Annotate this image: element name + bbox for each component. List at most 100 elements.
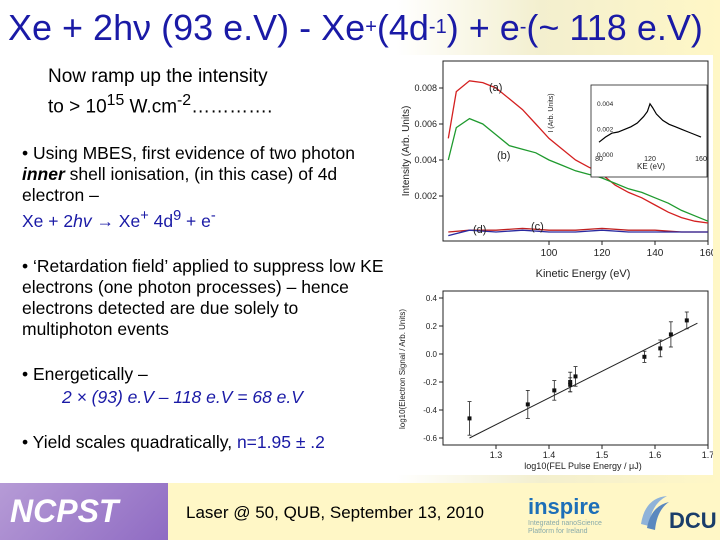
spectrum-series-line-0 bbox=[447, 80, 709, 224]
scatter-point bbox=[568, 382, 573, 387]
scatter-point bbox=[658, 346, 663, 351]
inset-ylabel: I (Arb. Units) bbox=[548, 93, 555, 132]
dcu-logo-text: DCU bbox=[669, 508, 717, 533]
bullet1-text: • Using MBES, first evidence of two phot… bbox=[22, 143, 355, 164]
spectrum-ytick-label: 0.004 bbox=[414, 155, 437, 165]
eq-part-a: Xe + 2 bbox=[22, 211, 74, 232]
scatter-ytick-label: 0.2 bbox=[426, 322, 438, 331]
slide-body: Now ramp up the intensity to > 1015 W.cm… bbox=[22, 65, 392, 453]
inset-xtick-label: 80 bbox=[595, 156, 603, 163]
inset-ytick-label: 0.002 bbox=[597, 126, 614, 133]
ncpst-logo: NCPST bbox=[0, 483, 168, 540]
title-main: Xe + 2hν (93 e.V) - Xe bbox=[8, 6, 366, 48]
inspire-logo: inspire Integrated nanoScience Platform … bbox=[528, 494, 618, 535]
bullet-mbes: • Using MBES, first evidence of two phot… bbox=[22, 143, 392, 232]
scatter-ylabel: log10(Electron Signal / Arb. Units) bbox=[398, 309, 407, 429]
scatter-xtick-label: 1.7 bbox=[702, 450, 713, 460]
scatter-xtick-label: 1.5 bbox=[596, 450, 609, 460]
scatter-ytick-label: -0.4 bbox=[423, 406, 437, 415]
annotation-d: (d) bbox=[473, 224, 486, 236]
spectrum-xtick-label: 120 bbox=[594, 248, 611, 259]
dcu-logo-mark-icon bbox=[641, 496, 669, 530]
intro-text: Now ramp up the intensity to > 1015 W.cm… bbox=[22, 65, 392, 119]
eq-part-c: 4d bbox=[148, 211, 174, 232]
eq-sup2: 9 bbox=[173, 208, 182, 225]
spectrum-ytick-label: 0.008 bbox=[414, 83, 437, 93]
scatter-point bbox=[552, 388, 557, 393]
inset-ytick-label: 0.000 bbox=[597, 152, 614, 159]
annotation-b: (b) bbox=[497, 150, 510, 162]
intro-line2-a: to > 10 bbox=[48, 96, 107, 118]
inset-series-line-0 bbox=[598, 102, 702, 143]
scatter-point bbox=[684, 318, 689, 323]
bullet4-text: • Yield scales quadratically, bbox=[22, 432, 237, 453]
scatter-ytick-label: -0.6 bbox=[423, 434, 437, 443]
annotation-c: (c) bbox=[531, 221, 544, 233]
spectrum-series-line-2 bbox=[448, 227, 708, 233]
spectrum-ytick-label: 0.002 bbox=[414, 191, 437, 201]
scatter-ytick-label: -0.2 bbox=[423, 378, 437, 387]
inset-frame bbox=[590, 84, 708, 178]
scatter-ytick-label: 0.4 bbox=[426, 294, 438, 303]
dcu-logo: DCU bbox=[635, 490, 717, 536]
inset-xtick-label: 120 bbox=[644, 156, 656, 163]
spectrum-xtick-label: 160 bbox=[700, 248, 713, 259]
scatter-point bbox=[525, 402, 530, 407]
plot-panel: 100 120 140 160 0.002 0.004 0.006 0.008 (a) (b)… bbox=[393, 55, 717, 475]
scatter-point bbox=[668, 332, 673, 337]
title-rest: ) + e bbox=[446, 6, 520, 48]
bullet4-value: n=1.95 ± .2 bbox=[236, 432, 325, 453]
intro-line2-c: …………. bbox=[191, 96, 273, 118]
bullet3-equation: 2 × (93) e.V – 118 e.V = 68 e.V bbox=[62, 387, 303, 408]
bullet1-emphasis: inner bbox=[22, 164, 65, 185]
bullet1-rest: shell ionisation, (in this case) of 4d e… bbox=[22, 164, 338, 206]
intro-line-2: to > 1015 W.cm-2…………. bbox=[48, 89, 392, 119]
scatter-ytick-label: 0.0 bbox=[426, 350, 438, 359]
bullet3-label: • Energetically – bbox=[22, 364, 148, 385]
inset-xlabel: KE (eV) bbox=[637, 162, 665, 171]
title-sup3: - bbox=[519, 16, 527, 38]
spectrum-ylabel: Intensity (Arb. Units) bbox=[401, 106, 412, 197]
bullet-yield: • Yield scales quadratically, n=1.95 ± .… bbox=[22, 432, 392, 453]
scatter-point bbox=[573, 374, 578, 379]
scatter-point bbox=[642, 354, 647, 359]
inset-xtick-label: 160 bbox=[695, 156, 707, 163]
intro-line2-sup2: -2 bbox=[177, 92, 192, 109]
footer-caption: Laser @ 50, QUB, September 13, 2010 bbox=[186, 503, 484, 522]
scatter-xtick-label: 1.4 bbox=[543, 450, 556, 460]
spectrum-plot: 100 120 140 160 0.002 0.004 0.006 0.008 (a) (b)… bbox=[401, 60, 717, 280]
spectrum-xlabel: Kinetic Energy (eV) bbox=[536, 268, 631, 280]
inspire-logo-text: inspire bbox=[528, 494, 601, 519]
spectrum-series-line-1 bbox=[447, 117, 709, 222]
spectrum-xtick-label: 140 bbox=[647, 248, 664, 259]
intro-line2-sup: 15 bbox=[106, 92, 125, 109]
ncpst-logo-text: NCPST bbox=[10, 493, 119, 529]
eq-hv: hv bbox=[73, 211, 92, 232]
scatter-xtick-label: 1.3 bbox=[490, 450, 503, 460]
eq-part-b: → Xe bbox=[91, 211, 141, 232]
bullet-retardation: • ‘Retardation field’ applied to suppres… bbox=[22, 256, 384, 340]
title-sup2: -1 bbox=[428, 16, 447, 38]
scatter-xlabel: log10(FEL Pulse Energy / μJ) bbox=[524, 461, 641, 471]
title-end: (~ 118 e.V) bbox=[526, 6, 703, 48]
slide-title: Xe + 2hν (93 e.V) - Xe + (4d -1) + e- (~ 11… bbox=[0, 0, 720, 55]
figure-chart-svg: 100 120 140 160 0.002 0.004 0.006 0.008 (a) (b)… bbox=[398, 60, 717, 471]
intro-line-1: Now ramp up the intensity bbox=[48, 66, 268, 87]
bullet-energetically: • Energetically – 2 × (93) e.V – 118 e.V… bbox=[22, 364, 392, 408]
inset-ytick-label: 0.004 bbox=[597, 101, 614, 108]
eq-part-d: + e bbox=[181, 211, 211, 232]
spectrum-series-line-3 bbox=[448, 229, 708, 237]
spectrum-ytick-label: 0.006 bbox=[414, 119, 437, 129]
scatter-fit-line bbox=[469, 322, 698, 439]
annotation-a: (a) bbox=[489, 82, 502, 94]
title-mid: (4d bbox=[376, 6, 429, 48]
eq-sup3: - bbox=[210, 208, 216, 225]
intro-line2-b: W.cm bbox=[124, 96, 178, 118]
bullet1-equation: Xe + 2hv → Xe+ 4d9 + e- bbox=[22, 206, 392, 232]
spectrum-xtick-label: 100 bbox=[541, 248, 558, 259]
scatter-point bbox=[467, 416, 472, 421]
inspire-logo-subtext: Integrated nanoScience Platform for Irel… bbox=[528, 520, 602, 535]
scatter-plot: 1.3 1.4 1.5 1.6 1.7 -0.6 -0.4 -0.2 0.0 0.2 0.4 log… bbox=[398, 290, 714, 471]
scatter-xtick-label: 1.6 bbox=[649, 450, 662, 460]
title-sup1: + bbox=[365, 16, 377, 38]
